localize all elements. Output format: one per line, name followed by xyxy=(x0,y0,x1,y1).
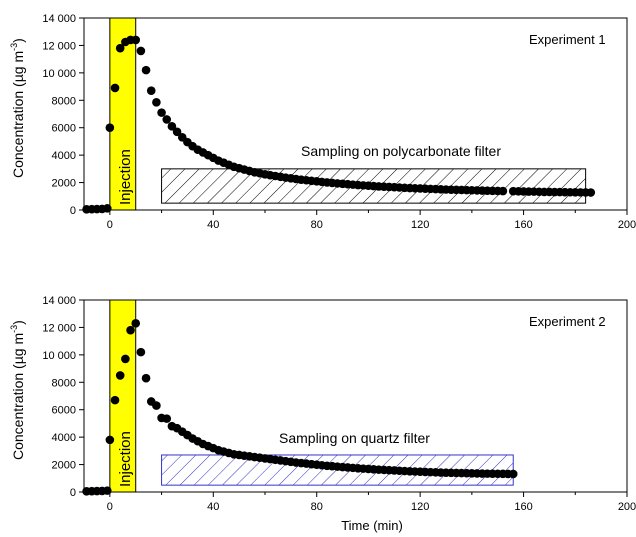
panel-1-y-tick-label: 12 000 xyxy=(42,40,76,52)
panel-2-data-point xyxy=(162,414,172,423)
panel-1-y-tick-label: 14 000 xyxy=(42,13,76,25)
panel-2-x-tick-label: 40 xyxy=(207,501,219,513)
panel-1-data-point xyxy=(146,86,156,95)
panel-2-x-tick-label: 160 xyxy=(514,501,532,513)
panel-1-data-point xyxy=(131,35,141,45)
panel-2-y-tick-label: 4000 xyxy=(52,432,76,444)
panel-1-data-point xyxy=(105,123,115,133)
panel-1-data-point xyxy=(167,122,177,131)
panel-2-y-axis-label-close: ) xyxy=(10,320,26,325)
panel-1-data-point xyxy=(141,65,151,75)
panel-1-data-point xyxy=(136,46,146,56)
panel-2-data-point xyxy=(105,435,115,445)
panel-2-y-tick-label: 6000 xyxy=(52,405,76,417)
panel-1-x-tick-label: 200 xyxy=(618,219,636,231)
panel-2-sampling-label: Sampling on quartz filter xyxy=(279,430,430,446)
panel-1-x-tick-label: 160 xyxy=(514,219,532,231)
panel-1-axes-frame xyxy=(83,17,628,211)
panel-2-annotation: Experiment 2 xyxy=(529,314,606,329)
panel-2-y-tick-label: 12 000 xyxy=(42,322,76,334)
panel-2-y-tick-label: 2000 xyxy=(52,460,76,472)
panel-1-data-point xyxy=(115,43,125,53)
panel-2-data-point xyxy=(136,347,146,357)
panel-1-sampling-label: Sampling on polycarbonate filter xyxy=(301,143,501,159)
x-axis-label: Time (min) xyxy=(341,518,403,533)
panel-2-x-tick-label: 0 xyxy=(107,501,113,513)
panel-2-y-axis-label: Concentration (µg m-3) xyxy=(9,320,26,460)
panel-1-x-tick-label: 40 xyxy=(207,219,219,231)
panel-1-data-point xyxy=(586,188,596,197)
panel-2-y-tick-label: 14 000 xyxy=(42,295,76,307)
panel-1-data-point xyxy=(152,98,161,107)
panel-2-y-axis-label-sup: -3 xyxy=(9,325,19,333)
panel-2-data-point xyxy=(141,373,151,383)
panel-2-data-point xyxy=(131,319,141,328)
panel-1-data-point xyxy=(162,115,172,124)
panel-2-x-tick-label: 80 xyxy=(311,501,323,513)
panel-1-y-axis-label: Concentration (µg m-3) xyxy=(9,38,26,178)
panel-2-data-point xyxy=(152,401,161,410)
panel-2-data-point xyxy=(110,395,120,405)
panel-2-data-point xyxy=(126,325,135,335)
panel-2-axes-frame xyxy=(83,299,628,493)
panel-2-data-point xyxy=(115,371,125,380)
panel-1-y-tick-label: 8000 xyxy=(52,95,76,107)
panel-2-x-tick-label: 200 xyxy=(618,501,636,513)
panel-2-y-tick-label: 8000 xyxy=(52,377,76,389)
panel-2-x-tick-label: 120 xyxy=(411,501,429,513)
panel-1-x-tick-label: 80 xyxy=(311,219,323,231)
panel-2-data-point xyxy=(508,469,518,479)
panel-2-data-point xyxy=(121,354,130,364)
panel-1-data-point xyxy=(157,108,166,117)
panel-1-annotation: Experiment 1 xyxy=(529,32,606,47)
panel-2-injection-label: Injection xyxy=(117,431,134,487)
panel-1-y-tick-label: 4000 xyxy=(52,150,76,162)
panel-2-y-tick-label: 10 000 xyxy=(42,350,76,362)
panel-1-x-tick-label: 120 xyxy=(411,219,429,231)
panel-2-y-tick-label: 0 xyxy=(70,487,76,499)
panel-1-data-point xyxy=(498,186,508,196)
panel-2-y-axis-label-main: Concentration (µg m xyxy=(10,333,26,460)
panel-1-data-point xyxy=(172,127,182,137)
panel-1-x-tick-label: 0 xyxy=(107,219,113,231)
panel-1-injection-label: Injection xyxy=(117,149,134,205)
panel-1-data-point xyxy=(110,83,120,93)
panel-1-y-tick-label: 10 000 xyxy=(42,68,76,80)
panel-1-y-axis-label-close: ) xyxy=(10,38,26,43)
panel-1-y-tick-label: 6000 xyxy=(52,123,76,135)
panel-1-y-tick-label: 2000 xyxy=(52,178,76,190)
panel-1-y-axis-label-sup: -3 xyxy=(9,43,19,51)
panel-1-y-tick-label: 0 xyxy=(70,205,76,217)
panel-1-y-axis-label-main: Concentration (µg m xyxy=(10,51,26,178)
